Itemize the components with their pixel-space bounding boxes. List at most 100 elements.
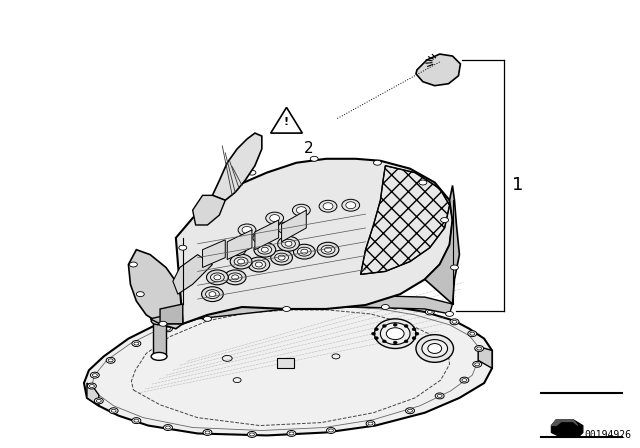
Polygon shape	[150, 295, 452, 324]
Ellipse shape	[228, 273, 242, 282]
Ellipse shape	[274, 302, 283, 308]
Ellipse shape	[275, 253, 289, 262]
Ellipse shape	[201, 314, 210, 320]
Ellipse shape	[258, 245, 272, 254]
Polygon shape	[176, 159, 452, 324]
Ellipse shape	[468, 331, 477, 336]
Ellipse shape	[412, 336, 416, 340]
Ellipse shape	[237, 306, 246, 312]
Polygon shape	[202, 240, 225, 267]
Ellipse shape	[278, 255, 285, 260]
Ellipse shape	[473, 362, 482, 367]
Ellipse shape	[371, 332, 376, 335]
Ellipse shape	[412, 328, 416, 331]
Ellipse shape	[230, 254, 252, 269]
Ellipse shape	[287, 431, 296, 436]
Polygon shape	[425, 185, 460, 304]
Ellipse shape	[323, 203, 333, 210]
Ellipse shape	[435, 393, 444, 399]
Ellipse shape	[450, 319, 459, 325]
Ellipse shape	[248, 170, 256, 175]
Ellipse shape	[207, 270, 228, 285]
Ellipse shape	[404, 324, 408, 327]
Ellipse shape	[391, 303, 399, 309]
Ellipse shape	[257, 234, 267, 241]
Text: 1: 1	[512, 177, 523, 194]
Ellipse shape	[106, 358, 115, 363]
Ellipse shape	[282, 239, 296, 248]
Ellipse shape	[283, 306, 291, 311]
Polygon shape	[153, 321, 166, 357]
Polygon shape	[478, 346, 492, 368]
Ellipse shape	[282, 224, 291, 232]
Ellipse shape	[301, 249, 308, 254]
Ellipse shape	[234, 257, 248, 266]
Ellipse shape	[228, 244, 246, 256]
Ellipse shape	[310, 156, 318, 161]
Ellipse shape	[266, 212, 284, 224]
Polygon shape	[416, 54, 460, 86]
Ellipse shape	[374, 319, 416, 349]
Ellipse shape	[198, 203, 207, 208]
Ellipse shape	[353, 301, 362, 307]
Ellipse shape	[224, 270, 246, 285]
Text: 2: 2	[304, 142, 314, 156]
Polygon shape	[160, 304, 183, 324]
Polygon shape	[551, 420, 583, 437]
Polygon shape	[84, 304, 492, 435]
Polygon shape	[282, 210, 307, 242]
Ellipse shape	[278, 237, 300, 251]
Ellipse shape	[393, 341, 397, 344]
Ellipse shape	[422, 340, 447, 358]
Ellipse shape	[232, 246, 242, 253]
Ellipse shape	[151, 353, 167, 360]
Ellipse shape	[416, 335, 454, 362]
Ellipse shape	[204, 316, 211, 321]
Ellipse shape	[254, 242, 276, 257]
Ellipse shape	[451, 265, 458, 270]
Ellipse shape	[129, 262, 138, 267]
Ellipse shape	[211, 273, 224, 282]
Ellipse shape	[319, 200, 337, 212]
Ellipse shape	[248, 257, 269, 272]
Polygon shape	[87, 383, 99, 406]
Ellipse shape	[269, 215, 280, 221]
Ellipse shape	[90, 372, 99, 378]
Ellipse shape	[475, 345, 484, 351]
Ellipse shape	[393, 323, 397, 326]
Ellipse shape	[209, 292, 216, 297]
Ellipse shape	[179, 245, 187, 250]
Polygon shape	[271, 108, 302, 133]
Ellipse shape	[426, 309, 434, 315]
Ellipse shape	[292, 204, 310, 216]
Polygon shape	[276, 358, 294, 368]
Ellipse shape	[252, 260, 266, 269]
Ellipse shape	[109, 408, 118, 414]
Ellipse shape	[382, 324, 387, 327]
Ellipse shape	[366, 421, 375, 426]
Ellipse shape	[294, 244, 315, 259]
Polygon shape	[255, 220, 278, 250]
Ellipse shape	[441, 218, 449, 223]
Ellipse shape	[321, 245, 335, 254]
Polygon shape	[193, 195, 225, 225]
Ellipse shape	[324, 247, 332, 252]
Ellipse shape	[374, 160, 381, 165]
Ellipse shape	[317, 242, 339, 257]
Ellipse shape	[214, 275, 221, 280]
Ellipse shape	[278, 222, 296, 234]
Ellipse shape	[380, 323, 410, 345]
Ellipse shape	[132, 418, 141, 423]
Ellipse shape	[404, 340, 408, 343]
Polygon shape	[129, 250, 183, 329]
Ellipse shape	[203, 430, 212, 435]
Ellipse shape	[88, 383, 97, 389]
Ellipse shape	[326, 427, 335, 434]
Ellipse shape	[374, 328, 378, 331]
Polygon shape	[212, 133, 262, 200]
Ellipse shape	[202, 287, 223, 302]
Ellipse shape	[428, 344, 442, 353]
Text: 00194926: 00194926	[584, 431, 631, 440]
Ellipse shape	[381, 305, 389, 310]
Ellipse shape	[237, 259, 244, 264]
